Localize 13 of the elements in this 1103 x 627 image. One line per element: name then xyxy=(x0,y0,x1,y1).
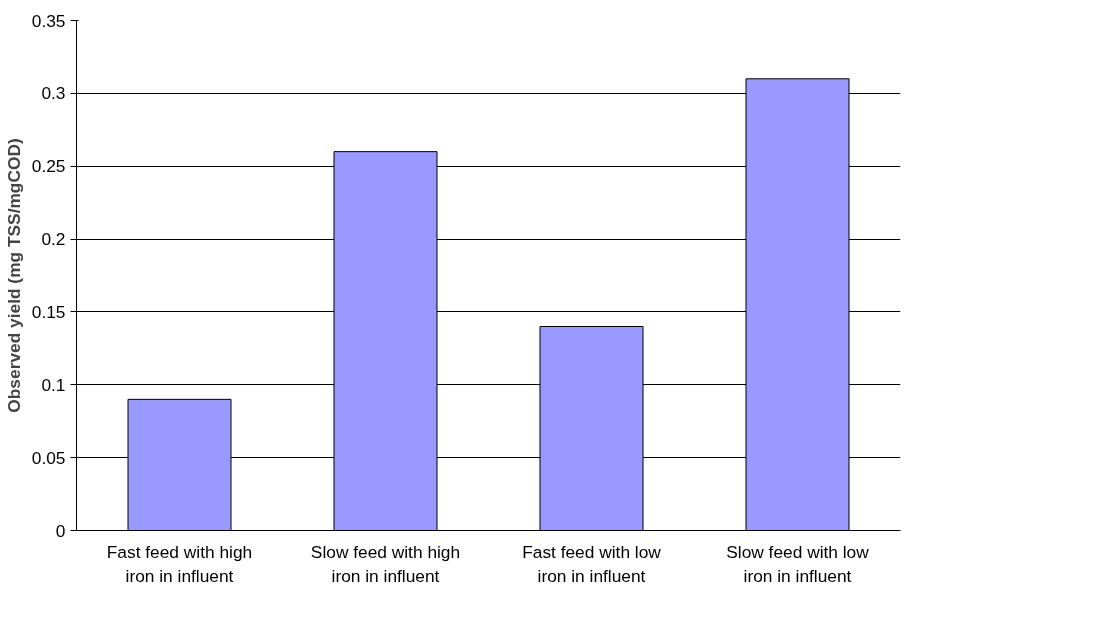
y-tick-label: 0.3 xyxy=(41,83,66,104)
y-tick-label: 0.35 xyxy=(31,10,66,31)
x-tick-label: Slow feed with low iron in influent xyxy=(726,541,870,586)
y-tick-label: 0.15 xyxy=(31,301,66,322)
x-tick-label: Fast feed with high iron in influent xyxy=(106,541,253,586)
y-tick-label: 0.25 xyxy=(31,156,66,177)
y-axis-title: Observed yield (mg TSS/mgCOD) xyxy=(3,138,24,413)
y-tick-label: 0.1 xyxy=(41,374,66,395)
y-tick-label: 0.05 xyxy=(31,447,66,468)
y-tick-label: 0 xyxy=(55,520,66,541)
x-tick-label: Slow feed with high iron in influent xyxy=(310,541,461,586)
x-tick-label: Fast feed with low iron in influent xyxy=(522,541,662,586)
y-tick-label: 0.2 xyxy=(41,229,66,250)
